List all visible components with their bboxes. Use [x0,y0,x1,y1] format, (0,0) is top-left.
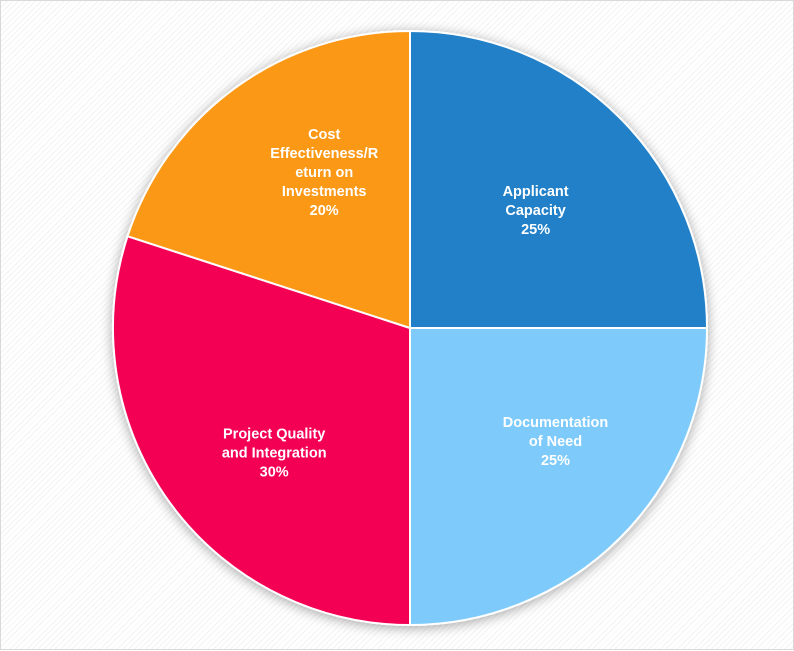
pie-value-label: 30% [260,464,289,480]
pie-category-label-line: Investments [282,184,367,200]
pie-category-label-line: Effectiveness/R [270,146,379,162]
pie-category-label-line: eturn on [295,165,353,181]
pie-slice-project-quality-and-integration [112,234,411,627]
pie-value-label: 20% [310,203,339,219]
pie-value-label: 25% [541,453,570,469]
pie-category-label-line: Capacity [505,203,565,219]
pie-category-label-line: Documentation [503,415,609,431]
pie-label-documentation-of-need: Documentation of Need 25% [503,415,609,469]
pie-category-label-line: of Need [529,434,582,450]
pie-slice-applicant-capacity [409,29,709,329]
pie-slice-documentation-of-need [409,327,709,627]
pie-value-label: 25% [521,222,550,238]
pie-label-applicant-capacity: Applicant Capacity 25% [503,184,569,238]
pie-slice-cost-effectiveness-return-on-investments [126,29,411,330]
pie-labels: Applicant Capacity 25% Documentation of Need… [222,127,608,481]
pie-category-label-line: Cost [308,127,340,143]
pie-category-label-line: and Integration [222,445,327,461]
pie-label-cost-effectiveness-return-on-investments: Cost Effectiveness/R eturn on Investments 20… [270,127,379,219]
pie-category-label-line: Applicant [503,184,569,200]
pie-slices [112,29,709,627]
pie-label-project-quality-and-integration: Project Quality and Integration 30% [222,426,327,480]
pie-category-label-line: Project Quality [223,426,325,442]
